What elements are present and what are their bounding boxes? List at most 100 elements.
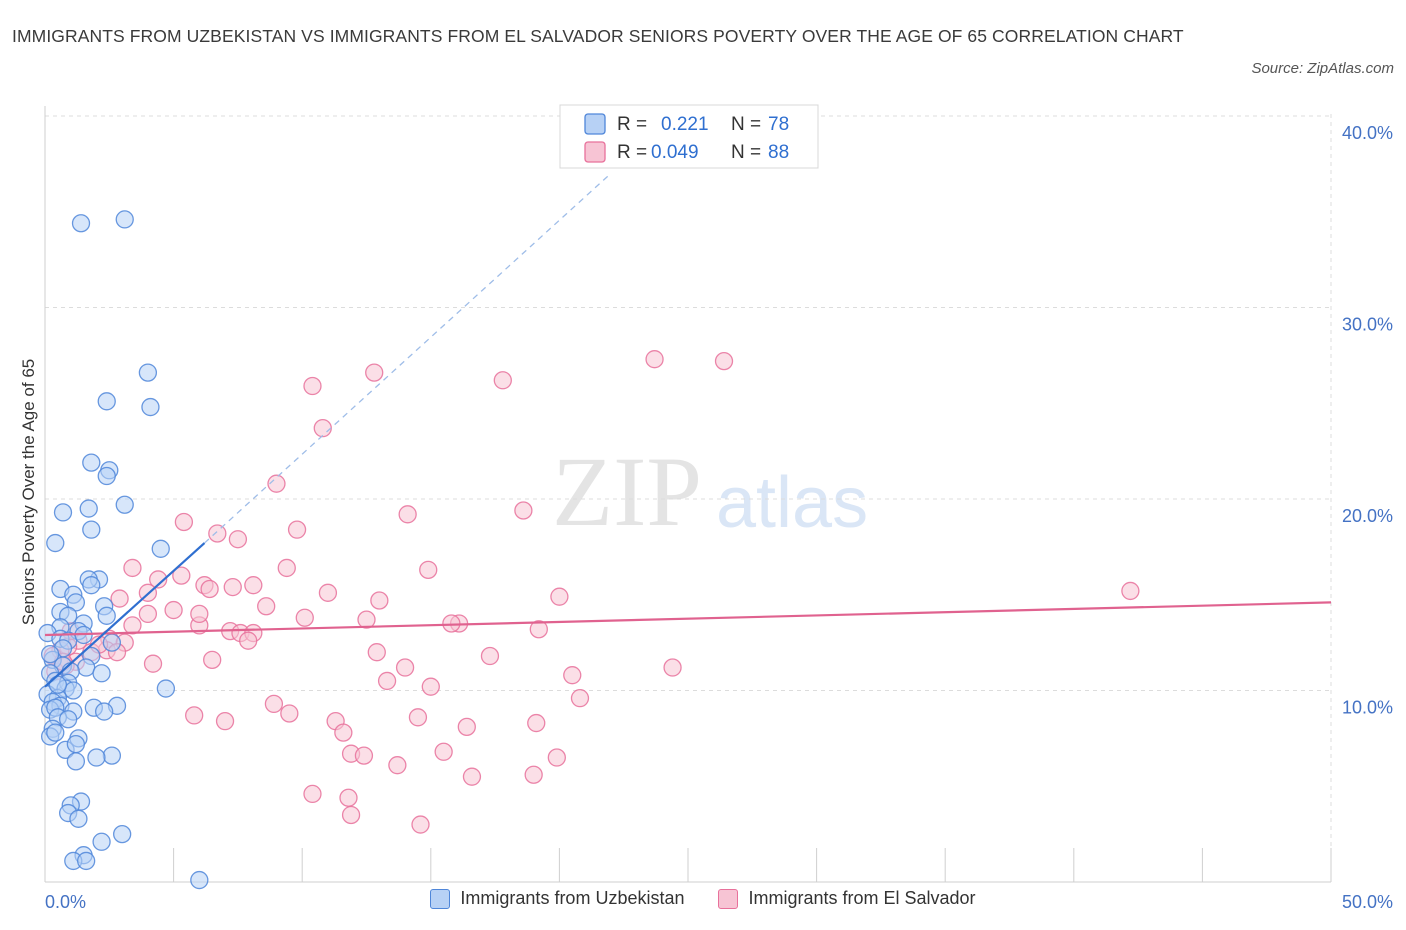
- point-uzbekistan-68: [69, 809, 88, 828]
- legend-label-uzbekistan: Immigrants from Uzbekistan: [460, 888, 685, 908]
- legend-n-value-uzbekistan: 78: [768, 114, 789, 135]
- y-tick-label-20: 20.0%: [1342, 506, 1393, 526]
- point-el-salvador-25: [550, 587, 569, 606]
- point-uzbekistan-2: [138, 363, 158, 382]
- point-el-salvador-28: [257, 597, 276, 616]
- legend-label-el-salvador: Immigrants from El Salvador: [748, 888, 976, 908]
- point-el-salvador-5: [313, 418, 332, 438]
- point-el-salvador-61: [421, 677, 440, 696]
- legend-swatch-icon-el-salvador: [718, 888, 739, 909]
- x-tick-labels: 0.0% 50.0%: [45, 892, 1393, 912]
- point-el-salvador-14: [277, 558, 296, 578]
- source-credit: Source: ZipAtlas.com: [1251, 60, 1394, 77]
- legend-r-label-uzbekistan: R =: [617, 114, 647, 135]
- point-uzbekistan-12: [46, 533, 65, 553]
- point-el-salvador-63: [264, 694, 284, 714]
- point-uzbekistan-73: [77, 851, 96, 871]
- legend-r-value-el-salvador: 0.049: [651, 142, 699, 163]
- legend-n-label-uzbekistan: N =: [731, 114, 761, 135]
- point-uzbekistan-23: [97, 606, 116, 625]
- point-el-salvador-0: [645, 350, 664, 369]
- point-el-salvador-20: [223, 577, 242, 597]
- point-el-salvador-24: [110, 589, 129, 608]
- point-el-salvador-7: [398, 505, 417, 524]
- point-uzbekistan-9: [79, 499, 98, 518]
- point-el-salvador-2: [365, 363, 384, 382]
- point-el-salvador-56: [395, 658, 415, 677]
- point-el-salvador-15: [123, 558, 142, 578]
- point-el-salvador-79: [303, 784, 322, 804]
- point-el-salvador-60: [377, 671, 397, 691]
- point-el-salvador-74: [354, 746, 374, 765]
- point-uzbekistan-30: [102, 633, 122, 652]
- point-el-salvador-65: [185, 706, 204, 725]
- point-uzbekistan-3: [97, 392, 116, 411]
- point-el-salvador-12: [228, 530, 248, 549]
- point-el-salvador-76: [388, 756, 407, 775]
- watermark: ZIP atlas: [552, 436, 868, 547]
- point-el-salvador-13: [419, 560, 438, 580]
- point-uzbekistan-75: [40, 644, 60, 664]
- legend-n-value-el-salvador: 88: [768, 142, 789, 163]
- point-uzbekistan-43: [156, 679, 176, 698]
- point-uzbekistan-1: [115, 210, 134, 229]
- point-uzbekistan-10: [53, 503, 73, 522]
- point-uzbekistan-4: [141, 397, 160, 417]
- point-el-salvador-69: [527, 713, 546, 733]
- watermark-atlas: atlas: [716, 463, 868, 543]
- legend-item-uzbekistan[interactable]: Immigrants from Uzbekistan: [430, 888, 684, 909]
- point-el-salvador-80: [339, 788, 358, 807]
- point-el-salvador-52: [203, 650, 222, 670]
- point-el-salvador-17: [149, 570, 168, 589]
- point-el-salvador-35: [123, 616, 142, 635]
- point-uzbekistan-38: [92, 664, 111, 683]
- point-el-salvador-11: [208, 524, 227, 543]
- point-el-salvador-64: [280, 704, 299, 723]
- point-uzbekistan-7: [97, 466, 116, 486]
- point-el-salvador-50: [367, 643, 386, 662]
- point-uzbekistan-35: [77, 658, 96, 677]
- point-el-salvador-62: [570, 689, 590, 708]
- chart-title: IMMIGRANTS FROM UZBEKISTAN VS IMMIGRANTS…: [12, 26, 1184, 46]
- point-uzbekistan-17: [82, 576, 101, 595]
- point-uzbekistan-76: [48, 675, 68, 694]
- legend-r-value-uzbekistan: 0.221: [661, 114, 709, 135]
- point-el-salvador-87: [190, 604, 209, 624]
- legend-swatch-el-salvador: [584, 141, 606, 163]
- point-el-salvador-43: [239, 631, 258, 650]
- point-uzbekistan-13: [151, 539, 170, 558]
- point-el-salvador-37: [529, 620, 548, 639]
- point-el-salvador-32: [357, 610, 376, 629]
- point-el-salvador-57: [663, 658, 682, 677]
- point-el-salvador-22: [318, 583, 338, 602]
- point-el-salvador-70: [457, 717, 476, 737]
- point-el-salvador-4: [303, 376, 322, 396]
- point-el-salvador-30: [138, 604, 158, 624]
- point-uzbekistan-69: [113, 824, 132, 844]
- point-el-salvador-6: [267, 474, 286, 493]
- point-el-salvador-59: [563, 666, 582, 685]
- point-el-salvador-51: [480, 646, 500, 666]
- point-uzbekistan-58: [46, 723, 65, 742]
- point-uzbekistan-64: [87, 748, 106, 767]
- point-uzbekistan-61: [66, 734, 86, 754]
- bottom-legend: Immigrants from Uzbekistan Immigrants fr…: [0, 888, 1406, 909]
- y-tick-label-40: 40.0%: [1342, 123, 1393, 143]
- point-el-salvador-53: [143, 654, 163, 673]
- point-el-salvador-78: [524, 765, 543, 784]
- legend-item-el-salvador[interactable]: Immigrants from El Salvador: [718, 888, 976, 909]
- legend-swatch-icon-uzbekistan: [430, 888, 451, 909]
- point-el-salvador-75: [547, 748, 566, 767]
- point-el-salvador-16: [172, 566, 191, 585]
- y-axis-label: Seniors Poverty Over the Age of 65: [19, 359, 38, 625]
- point-uzbekistan-74: [190, 870, 209, 890]
- legend-n-label-el-salvador: N =: [731, 142, 761, 163]
- point-uzbekistan-5: [82, 453, 101, 472]
- legend-r-label-el-salvador: R =: [617, 142, 647, 163]
- point-el-salvador-29: [164, 600, 183, 620]
- point-el-salvador-21: [200, 579, 219, 599]
- point-el-salvador-82: [411, 815, 430, 834]
- point-el-salvador-26: [370, 591, 389, 610]
- x-tick-label-min: 0.0%: [45, 892, 86, 912]
